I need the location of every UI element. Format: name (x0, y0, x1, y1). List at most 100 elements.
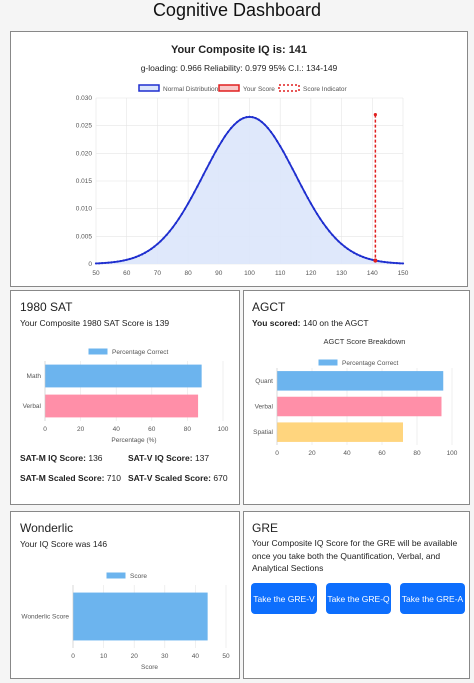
distribution-point (183, 207, 187, 210)
distribution-point (300, 185, 303, 188)
distribution-point (187, 202, 190, 205)
distribution-point (251, 116, 254, 119)
legend-label: Percentage Correct (342, 360, 399, 367)
legend-label: Your Score (243, 86, 275, 93)
distribution-point (392, 261, 395, 265)
distribution-point (226, 130, 230, 134)
x-tick-label: 0 (43, 426, 47, 433)
distribution-point (229, 127, 233, 130)
distribution-point (180, 212, 184, 215)
distribution-point (156, 242, 159, 246)
distribution-point (116, 260, 119, 263)
distribution-point (217, 145, 220, 148)
x-tick-label: 60 (123, 270, 131, 277)
distribution-point (208, 161, 211, 165)
x-tick-label: 80 (184, 426, 192, 433)
your-score-point (373, 258, 378, 263)
distribution-point (202, 173, 205, 176)
agct-card: AGCT You scored: 140 on the AGCT AGCT Sc… (243, 290, 470, 505)
distribution-point (285, 156, 288, 159)
distribution-point (190, 196, 193, 200)
distribution-point (358, 254, 362, 257)
sat-heading: 1980 SAT (20, 300, 73, 314)
distribution-point (257, 118, 260, 121)
y-tick-label: 0.010 (76, 206, 93, 213)
distribution-point (134, 255, 138, 259)
distribution-point (110, 261, 113, 264)
distribution-point (153, 245, 156, 248)
distribution-point (199, 179, 202, 182)
composite-iq-heading: Your Composite IQ is: 141 (170, 44, 308, 56)
distribution-point (263, 123, 266, 126)
distribution-point (107, 261, 110, 264)
legend-swatch (278, 84, 300, 92)
distribution-point (269, 130, 273, 134)
take-gre-a-button[interactable]: Take the GRE-A (400, 583, 465, 614)
distribution-point (272, 135, 276, 138)
x-axis-label: Score (141, 664, 158, 671)
sat-v-iq-label: SAT-V IQ Score: (128, 453, 193, 463)
distribution-point (162, 237, 165, 240)
distribution-point (254, 117, 257, 120)
legend-swatch (317, 358, 339, 367)
distribution-point (125, 258, 128, 261)
y-tick-label: 0.015 (76, 178, 93, 185)
take-gre-q-button[interactable]: Take the GRE-Q (326, 583, 391, 614)
distribution-point (389, 261, 392, 264)
legend-swatch (218, 84, 240, 92)
distribution-point (144, 251, 147, 254)
distribution-point (260, 120, 263, 124)
distribution-point (279, 145, 282, 148)
bar-wonderlic-score (73, 592, 208, 641)
sat-v-scaled-value: 670 (213, 473, 228, 483)
distribution-point (159, 240, 162, 243)
y-tick-label: Verbal (23, 403, 42, 410)
x-tick-label: 60 (378, 450, 386, 457)
bar-quant (277, 371, 444, 391)
sat-m-iq-label: SAT-M IQ Score: (20, 453, 86, 463)
distribution-point (214, 150, 217, 153)
distribution-point (147, 249, 150, 253)
sat-m-iq-value: 136 (88, 453, 103, 463)
x-axis-label: Percentage (%) (111, 437, 156, 444)
distribution-point (150, 247, 153, 250)
distribution-point (309, 202, 312, 205)
distribution-point (398, 262, 402, 265)
distribution-point (294, 173, 297, 176)
distribution-point (276, 139, 279, 143)
distribution-point (288, 161, 291, 165)
y-tick-label: 0.020 (76, 150, 93, 157)
agct-scored-label: You scored: (252, 318, 301, 328)
x-tick-label: 40 (113, 426, 121, 433)
distribution-point (137, 254, 141, 257)
sat-v-iq-value: 137 (194, 453, 210, 463)
x-tick-label: 0 (275, 450, 279, 457)
distribution-point (245, 116, 248, 119)
y-tick-label: Wonderlic Score (21, 614, 69, 621)
x-tick-label: 120 (305, 270, 316, 277)
distribution-point (239, 118, 242, 121)
distribution-point (131, 256, 134, 260)
distribution-point (322, 221, 325, 225)
wonderlic-card: Wonderlic Your IQ Score was 146 Score 0 10… (10, 511, 240, 679)
distribution-point (306, 196, 309, 200)
x-tick-label: 60 (148, 426, 156, 433)
distribution-point (395, 262, 398, 265)
distribution-point (101, 262, 104, 265)
x-tick-label: 0 (71, 653, 75, 660)
distribution-point (236, 120, 239, 124)
distribution-point (377, 259, 380, 263)
iq-distribution-chart: Normal Distribution Your Score Score Indic… (76, 84, 409, 277)
y-tick-label: Math (27, 373, 42, 380)
legend-swatch (138, 84, 160, 92)
distribution-point (174, 221, 177, 225)
agct-scored-text: 140 on the AGCT (300, 318, 369, 328)
x-tick-label: 40 (343, 450, 351, 457)
distribution-point (211, 156, 214, 159)
distribution-point (233, 123, 236, 126)
distribution-point (168, 230, 171, 233)
y-tick-label: 0 (88, 261, 92, 268)
distribution-point (266, 127, 270, 130)
distribution-point (371, 258, 374, 261)
take-gre-v-button[interactable]: Take the GRE-V (251, 583, 317, 614)
